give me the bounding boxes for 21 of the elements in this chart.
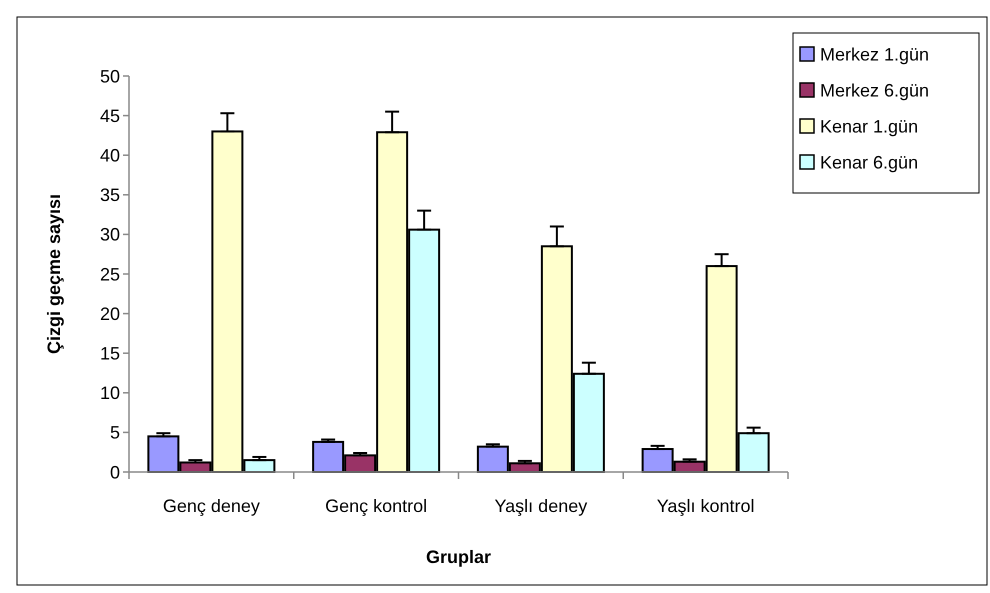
y-tick-label: 35 [100,185,120,206]
legend-label: Merkez 1.gün [820,44,930,64]
x-tick-label: Genç kontrol [325,496,428,516]
y-tick-label: 15 [100,344,120,364]
y-tick-label: 20 [100,304,120,324]
legend-label: Merkez 6.gün [820,80,930,100]
y-tick-label: 5 [110,422,120,443]
x-tick-label: Genç deney [162,496,260,516]
y-tick-label: 45 [100,106,120,126]
y-tick-label: 50 [100,66,120,86]
legend-label: Kenar 1.gün [820,116,918,136]
y-tick-label: 30 [100,224,120,245]
x-tick-label: Yaşlı deney [494,496,588,516]
x-tick-label: Yaşlı kontrol [656,496,754,516]
y-tick-label: 0 [110,462,120,482]
x-axis-title: Gruplar [426,547,492,567]
y-axis-title: Çizgi geçme sayısı [44,194,64,354]
y-tick-label: 40 [100,146,120,166]
legend-label: Kenar 6.gün [820,152,918,172]
y-tick-label: 25 [100,264,120,284]
y-tick-label: 10 [100,383,120,404]
